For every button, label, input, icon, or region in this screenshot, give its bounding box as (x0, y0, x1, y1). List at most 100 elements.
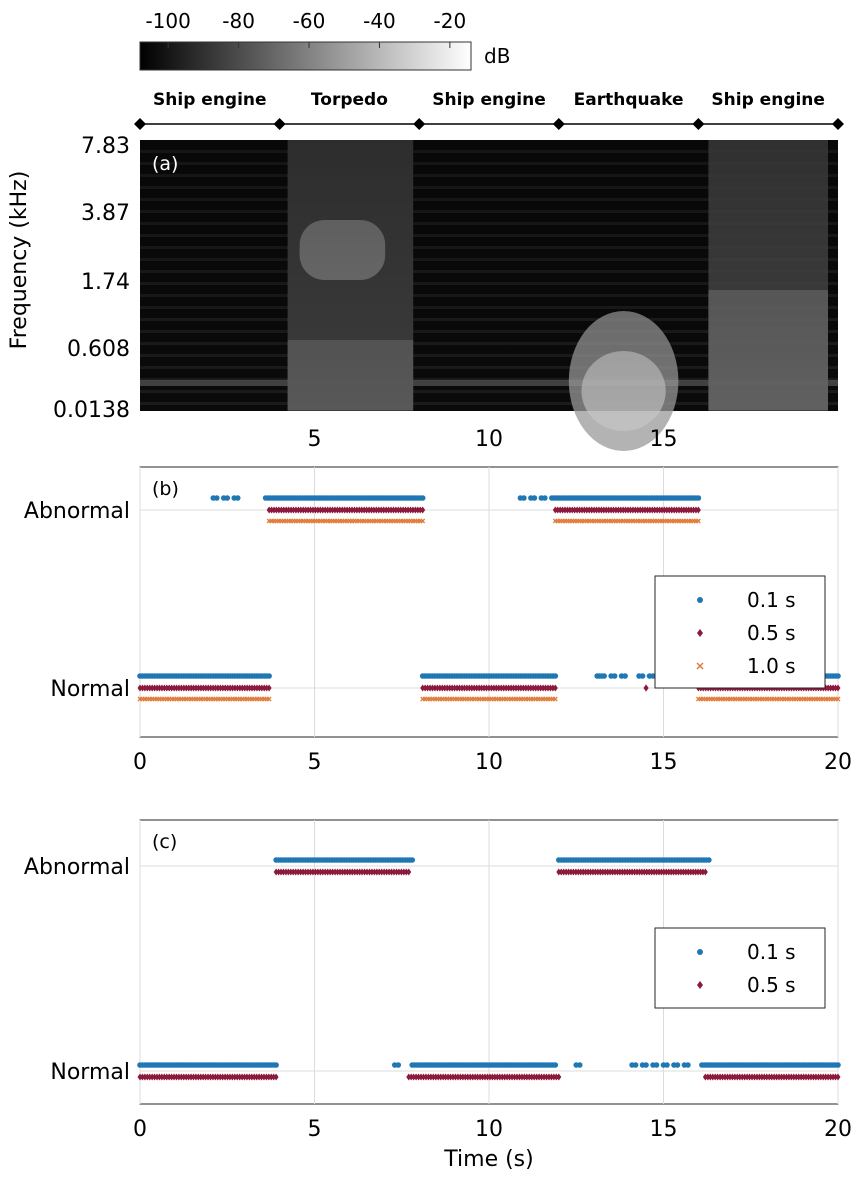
legend-box (654, 575, 826, 689)
point-0.5s (695, 506, 701, 514)
xtick-label: 0 (133, 1117, 147, 1142)
legend-marker (697, 981, 703, 989)
point-0.5s (420, 506, 426, 514)
ytick-label-normal: Normal (50, 677, 130, 702)
panel-a-ytick-label: 0.608 (67, 337, 130, 362)
point-0.1s (611, 673, 618, 679)
point-0.1s (224, 495, 231, 501)
colorbar-tick-label: -80 (222, 9, 255, 33)
panel-label: (c) (152, 831, 177, 853)
point-0.1s (552, 1062, 559, 1068)
point-0.5s (643, 684, 649, 692)
colorbar-tick-label: -100 (145, 9, 190, 33)
panel-a-xtick-label: 10 (475, 427, 503, 452)
timeline-marker (134, 118, 146, 130)
point-1.0s (835, 696, 841, 702)
point-0.1s (664, 1062, 670, 1068)
point-0.1s (835, 673, 841, 679)
point-0.1s (531, 495, 538, 501)
legend-marker (697, 597, 703, 603)
point-0.5s (266, 684, 272, 692)
point-1.0s (695, 518, 701, 524)
colorbar-unit: dB (484, 44, 510, 68)
colorbar-gradient (139, 41, 472, 71)
point-0.1s (521, 495, 527, 501)
xtick-label: 10 (475, 750, 503, 775)
point-0.1s (542, 495, 548, 501)
point-0.1s (409, 857, 416, 863)
timeline-marker (552, 118, 565, 130)
legend-label: 1.0 s (747, 654, 796, 678)
point-0.1s (674, 1062, 681, 1068)
point-0.1s (552, 673, 559, 679)
point-0.1s (273, 1062, 279, 1068)
xtick-label: 20 (824, 750, 852, 775)
point-0.1s (650, 673, 656, 679)
point-0.1s (395, 1062, 402, 1068)
xtick-label: 20 (824, 1117, 852, 1142)
point-0.5s (835, 684, 841, 692)
panel-a-label: (a) (152, 153, 178, 175)
xtick-label: 10 (475, 1117, 503, 1142)
xtick-label: 15 (650, 1117, 678, 1142)
event-timeline: Ship engine Torpedo Ship engine Earthquake S… (134, 90, 844, 130)
panel-a: (a) 7.83 3.87 1.74 0.608 0.0138 5 10 15 Freque… (7, 134, 838, 452)
point-0.1s (643, 1062, 649, 1068)
ytick-label-normal: Normal (50, 1060, 130, 1085)
heatmap-shade (140, 140, 838, 411)
point-0.1s (266, 673, 272, 679)
colorbar-tick-label: -20 (434, 9, 467, 33)
event-label: Ship engine (153, 90, 267, 110)
event-label: Ship engine (711, 90, 825, 110)
panel-a-ylabel: Frequency (kHz) (7, 171, 32, 350)
point-0.1s (601, 673, 607, 679)
xtick-label: 15 (650, 750, 678, 775)
legend-label: 0.1 s (747, 940, 796, 964)
legend-marker (697, 949, 703, 955)
panel-a-xtick-label: 5 (308, 427, 322, 452)
point-1.0s (420, 518, 426, 524)
point-0.5s (552, 684, 558, 692)
point-0.5s (702, 868, 708, 876)
point-0.5s (556, 1073, 562, 1081)
point-0.1s (234, 495, 241, 501)
timeline-marker (413, 118, 426, 130)
colorbar-tick-label: -60 (293, 9, 326, 33)
point-0.1s (835, 1062, 841, 1068)
timeline-marker (273, 118, 286, 130)
ytick-label-abnormal: Abnormal (24, 855, 130, 880)
event-label: Torpedo (311, 90, 388, 110)
point-0.5s (273, 1073, 279, 1081)
point-0.1s (213, 495, 220, 501)
xtick-label: 0 (133, 750, 147, 775)
panel-b: (b) Abnormal Normal 0 5 10 15 20 0.1 s 0.5 s 1.0 s (24, 466, 852, 775)
xlabel: Time (s) (443, 1147, 533, 1172)
legend: 0.1 s 0.5 s (654, 927, 826, 1009)
event-label: Earthquake (574, 90, 684, 110)
panel-a-ytick-label: 1.74 (81, 270, 130, 295)
timeline-marker (832, 118, 844, 130)
legend-label: 0.1 s (747, 588, 796, 612)
point-0.1s (419, 495, 426, 501)
legend-label: 0.5 s (747, 621, 796, 645)
point-0.1s (653, 1062, 660, 1068)
ytick-label-abnormal: Abnormal (24, 499, 130, 524)
point-0.5s (406, 868, 412, 876)
spectrogram-heatmap (140, 140, 838, 451)
point-0.1s (632, 1062, 639, 1068)
legend-label: 0.5 s (747, 973, 796, 997)
point-1.0s (552, 696, 558, 702)
point-0.1s (695, 495, 702, 501)
timeline-marker (692, 118, 705, 130)
point-0.5s (835, 1073, 841, 1081)
xtick-label: 5 (308, 1117, 322, 1142)
panel-a-ytick-label: 0.0138 (53, 398, 130, 423)
panel-a-xtick-label: 15 (650, 427, 678, 452)
legend-box (654, 927, 826, 1009)
legend-marker (696, 662, 704, 670)
point-0.1s (685, 1062, 691, 1068)
point-0.1s (576, 1062, 583, 1068)
colorbar-tick-label: -40 (363, 9, 396, 33)
